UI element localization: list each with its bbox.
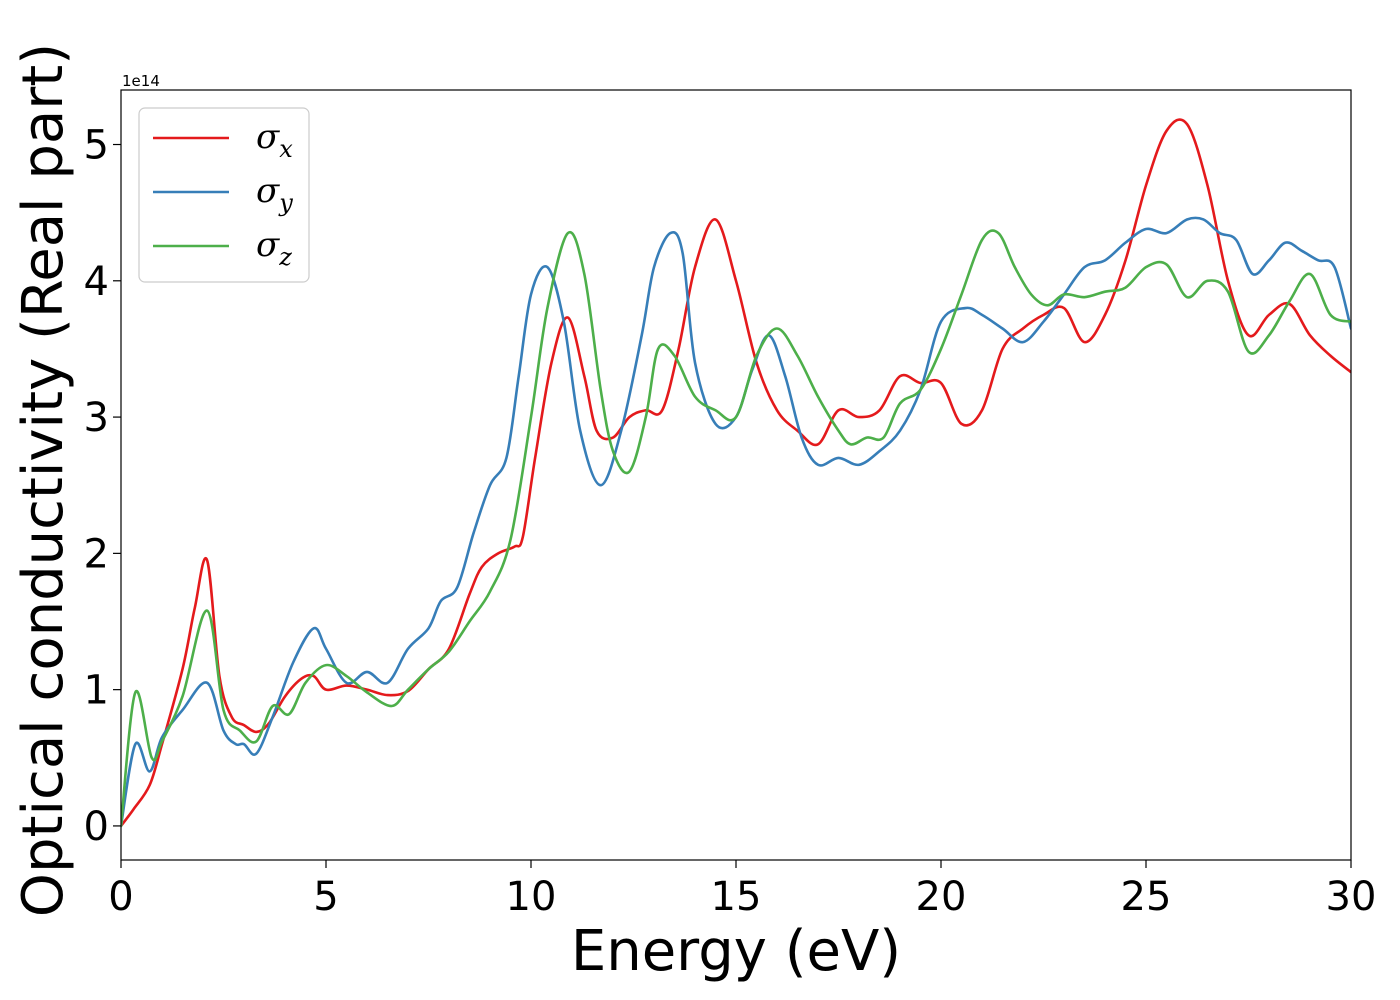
y-tick-label: 5	[84, 123, 109, 169]
y-tick-label: 0	[84, 804, 109, 850]
series-line-y	[121, 216, 1351, 828]
y-axis-ticks: 0 1 2 3 4 5	[84, 123, 121, 850]
y-offset-text: 1e14	[122, 72, 160, 90]
legend-label-x: σx	[256, 117, 293, 163]
y-tick-label: 3	[84, 395, 109, 441]
series-line-z	[121, 229, 1351, 828]
x-tick-label: 20	[916, 874, 967, 920]
x-tick-label: 25	[1121, 874, 1172, 920]
x-tick-label: 10	[506, 874, 557, 920]
legend-label-y: σy	[256, 171, 293, 217]
x-tick-label: 15	[711, 874, 762, 920]
legend-box	[138, 107, 310, 283]
series-layer	[121, 118, 1351, 828]
y-axis-title: Optical conductivity (Real part)	[11, 43, 76, 917]
x-axis-ticks: 0 5 10 15 20 25 30	[108, 860, 1376, 920]
legend-label-z: σz	[256, 225, 292, 271]
x-tick-label: 0	[108, 874, 133, 920]
x-tick-label: 30	[1326, 874, 1377, 920]
y-tick-label: 2	[84, 531, 109, 577]
y-tick-label: 1	[84, 668, 109, 714]
legend: σx σy σz	[138, 107, 310, 283]
y-tick-label: 4	[84, 259, 109, 305]
x-tick-label: 5	[313, 874, 338, 920]
x-axis-title: Energy (eV)	[571, 919, 901, 984]
